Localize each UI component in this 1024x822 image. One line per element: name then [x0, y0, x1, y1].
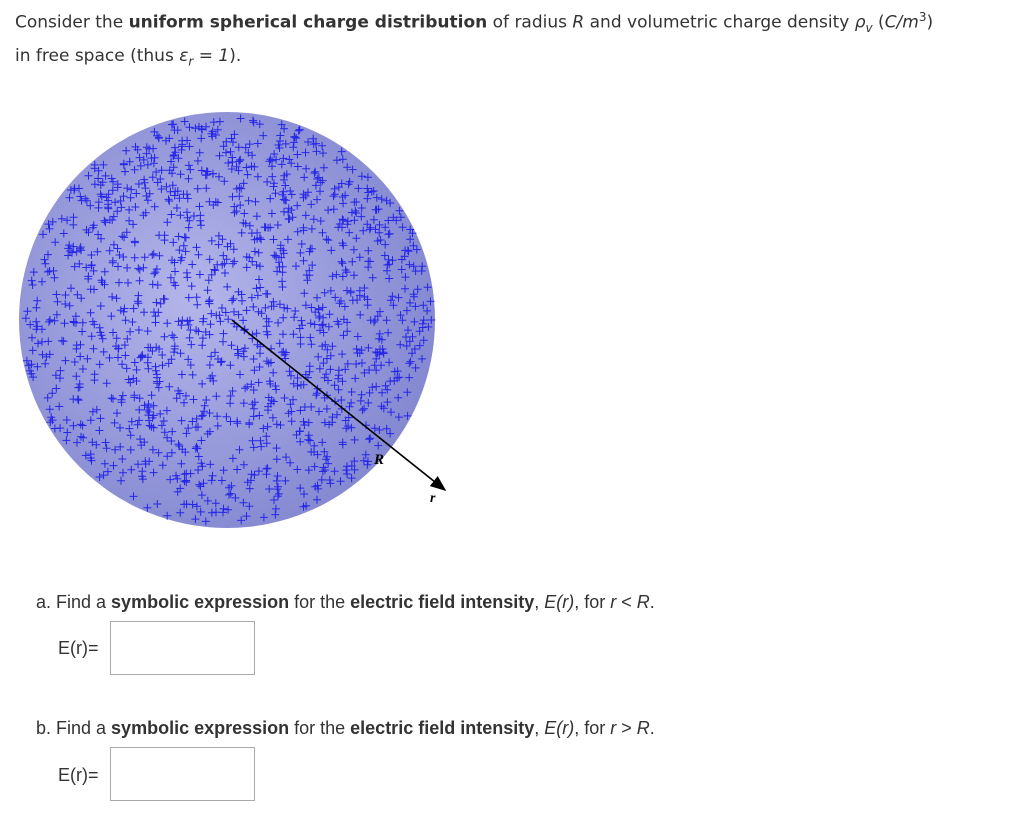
text: ρ	[854, 12, 866, 33]
text: electric field intensity	[350, 718, 535, 738]
text: 1	[218, 46, 230, 66]
text: for the	[289, 718, 351, 738]
answer-input[interactable]	[110, 621, 255, 675]
charge-markers	[21, 114, 436, 526]
text: symbolic expression	[111, 718, 290, 738]
text: electric field intensity	[350, 592, 535, 612]
text: r	[188, 54, 194, 69]
text: , for	[574, 592, 611, 612]
sphere-figure: R r	[19, 112, 447, 528]
text: and volumetric charge density	[584, 12, 855, 33]
answer-label: E(r)=	[58, 638, 99, 658]
text: E(r)	[544, 592, 575, 612]
text: ,	[534, 592, 545, 612]
text: .	[649, 592, 655, 612]
text: R	[636, 592, 650, 612]
text: of radius	[487, 12, 573, 33]
answer-label: E(r)=	[58, 765, 99, 785]
text: r	[610, 592, 617, 612]
text: <	[616, 592, 637, 612]
text: Consider the	[15, 12, 129, 33]
text: ,	[534, 718, 545, 738]
text: C/m	[884, 12, 919, 33]
text: )	[926, 12, 934, 33]
text: 3	[918, 10, 927, 24]
text: R	[636, 718, 650, 738]
text: a. Find a	[36, 592, 112, 612]
text: v	[865, 21, 873, 36]
radius-label: R	[373, 452, 384, 468]
question-b: b. Find a symbolic expression for the el…	[36, 718, 655, 739]
text: b. Find a	[36, 718, 112, 738]
text: ).	[229, 46, 242, 66]
text: (	[872, 12, 885, 33]
text: E(r)	[544, 718, 575, 738]
text: ε	[179, 46, 189, 66]
text: for the	[289, 592, 351, 612]
text: in free space (thus	[15, 46, 180, 66]
text: .	[649, 718, 655, 738]
intro-line1: Consider the uniform spherical charge di…	[15, 10, 933, 35]
text: , for	[574, 718, 611, 738]
text: symbolic expression	[111, 592, 290, 612]
text: uniform spherical charge distribution	[128, 12, 488, 33]
text: R	[572, 12, 585, 33]
intro-line2: in free space (thus εr = 1).	[15, 46, 241, 68]
answer-input[interactable]	[110, 747, 255, 801]
text: =	[193, 46, 219, 66]
radius-arrow	[231, 319, 447, 491]
r-label: r	[430, 491, 436, 506]
text: r	[610, 718, 617, 738]
question-a: a. Find a symbolic expression for the el…	[36, 592, 655, 613]
text: >	[616, 718, 637, 738]
